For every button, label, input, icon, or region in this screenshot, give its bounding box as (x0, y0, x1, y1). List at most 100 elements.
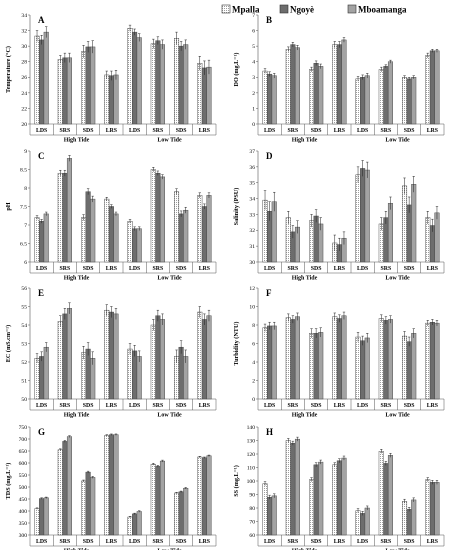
x-tick-label-sds: SDS (176, 403, 187, 409)
bar-ngoye-lds (132, 31, 138, 125)
bar-ngoye-lds (39, 498, 45, 536)
bar-mpalla-sds (80, 480, 87, 536)
y-tick-label: 140 (247, 425, 256, 431)
legend: Mpalla Ngoyè Mboamanga (221, 4, 407, 15)
panel-f: 0 2 4 6 8 10 12 Turbidity (NTU) F LDS SRS SDS LRS LDS… (233, 286, 445, 419)
bar-mboamanga-srs (159, 319, 166, 400)
bar-mpalla-sds (402, 185, 408, 263)
group-label-high-tide: High Tide (64, 549, 90, 550)
bar-mpalla-srs (285, 317, 291, 400)
y-axis-label: EC (mS.cm⁻¹) (5, 325, 12, 362)
bar-mpalla-sds (80, 51, 87, 125)
y-tick-label: 55 (21, 304, 27, 310)
x-tick-label-srs: SRS (381, 266, 392, 272)
bar-mpalla-lds (262, 70, 268, 125)
x-tick-label-lds: LDS (357, 266, 368, 272)
y-tick-label: 36 (249, 165, 255, 171)
y-tick-label: 2 (252, 91, 255, 97)
bar-ngoye-sds (406, 341, 412, 400)
y-tick-label: 500 (19, 485, 28, 491)
bar-ngoye-lds (132, 513, 138, 536)
y-tick-label: 26 (21, 75, 27, 81)
bar-mboamanga-lds (364, 75, 370, 125)
bar-ngoye-lds (39, 39, 45, 125)
y-axis-label: Turbidity (NTU) (233, 322, 240, 366)
bar-ngoye-srs (383, 217, 389, 263)
legend-swatch-mpalla (221, 4, 231, 14)
bar-mpalla-sds (174, 492, 180, 536)
y-tick-label: 70 (249, 519, 255, 525)
bar-ngoye-sds (313, 464, 319, 536)
bar-mpalla-srs (378, 69, 384, 125)
bar-mpalla-srs (285, 440, 291, 536)
x-tick-label-srs: SRS (60, 403, 71, 409)
x-tick-label-srs: SRS (288, 403, 299, 409)
x-tick-label-sds: SDS (176, 128, 187, 134)
bar-mboamanga-lds (364, 169, 370, 263)
bar-ngoye-lrs (108, 75, 114, 125)
bar-ngoye-lds (267, 496, 273, 536)
x-tick-label-lds: LDS (36, 403, 47, 409)
y-tick-label: 37 (249, 149, 255, 155)
bar-mboamanga-lrs (341, 457, 347, 536)
x-tick-label-srs: SRS (381, 403, 392, 409)
bar-mboamanga-sds (183, 44, 189, 125)
y-tick-label: 30 (249, 260, 255, 266)
y-tick-label: 52 (21, 360, 27, 366)
bar-mpalla-lrs (197, 456, 203, 536)
bar-ngoye-sds (85, 46, 91, 125)
bar-ngoye-lrs (108, 206, 114, 263)
bar-mpalla-lrs (332, 44, 338, 125)
x-tick-label-lds: LDS (357, 128, 368, 134)
y-tick-label: 28 (21, 60, 27, 66)
bar-mboamanga-lds (43, 346, 49, 400)
y-tick-label: 51 (21, 378, 27, 384)
bar-ngoye-srs (62, 172, 68, 263)
bar-mpalla-lds (355, 336, 361, 400)
group-label-low-tide: Low Tide (157, 549, 182, 550)
bar-mboamanga-lds (43, 213, 49, 263)
panel-e: 50 51 52 53 54 55 56 EC (mS.cm⁻¹) E LDS SRS SDS LRS L… (5, 286, 217, 419)
bar-mboamanga-lds (271, 75, 277, 125)
y-tick-label: 90 (249, 492, 255, 498)
x-tick-label-lds: LDS (129, 539, 140, 545)
bar-mboamanga-srs (159, 176, 166, 263)
y-tick-label: 30 (21, 44, 27, 50)
y-tick-label: 6 (252, 341, 255, 347)
panel-c: 6 6.5 7 7.5 8 8.5 9 pH C LDS SRS SDS LRS LDS SRS SDS LRS… (5, 149, 217, 282)
bar-mboamanga-lrs (434, 322, 440, 400)
x-tick-label-sds: SDS (311, 266, 322, 272)
bar-ngoye-lrs (429, 322, 435, 400)
x-tick-label-lds: LDS (264, 266, 275, 272)
legend-label-mboamanga: Mboamanga (358, 5, 407, 15)
bar-mboamanga-sds (318, 66, 324, 125)
bar-mboamanga-lrs (434, 482, 440, 536)
y-tick-label: 7.5 (20, 204, 27, 210)
bar-mpalla-srs (150, 169, 156, 263)
x-tick-label-srs: SRS (60, 128, 71, 134)
legend-swatch-mboamanga (347, 4, 357, 14)
x-tick-label-lds: LDS (264, 128, 275, 134)
panel-a: 20 22 24 26 28 30 32 34 Temperature (°C) A LDS SRS S… (5, 13, 217, 144)
bar-mboamanga-lds (43, 497, 49, 536)
panel-letter: G (38, 427, 45, 437)
x-tick-label-lrs: LRS (106, 128, 117, 134)
bar-mpalla-sds (174, 38, 180, 125)
bar-ngoye-lds (360, 77, 366, 125)
bar-mboamanga-lds (271, 325, 277, 400)
bar-ngoye-sds (178, 491, 184, 536)
x-tick-label-lrs: LRS (199, 403, 210, 409)
bar-mpalla-sds (309, 69, 315, 125)
x-tick-label-srs: SRS (60, 266, 71, 272)
bar-mboamanga-lrs (113, 313, 119, 400)
bar-mboamanga-sds (411, 499, 417, 536)
bar-ngoye-sds (85, 191, 91, 263)
y-tick-label: 6 (252, 28, 255, 34)
bar-mboamanga-lds (364, 507, 370, 536)
bar-mboamanga-srs (66, 436, 73, 536)
bar-mpalla-sds (309, 479, 315, 536)
bar-mboamanga-lrs (434, 212, 440, 263)
group-label-high-tide: High Tide (64, 413, 90, 419)
x-tick-label-srs: SRS (381, 539, 392, 545)
bar-ngoye-lrs (108, 434, 114, 536)
